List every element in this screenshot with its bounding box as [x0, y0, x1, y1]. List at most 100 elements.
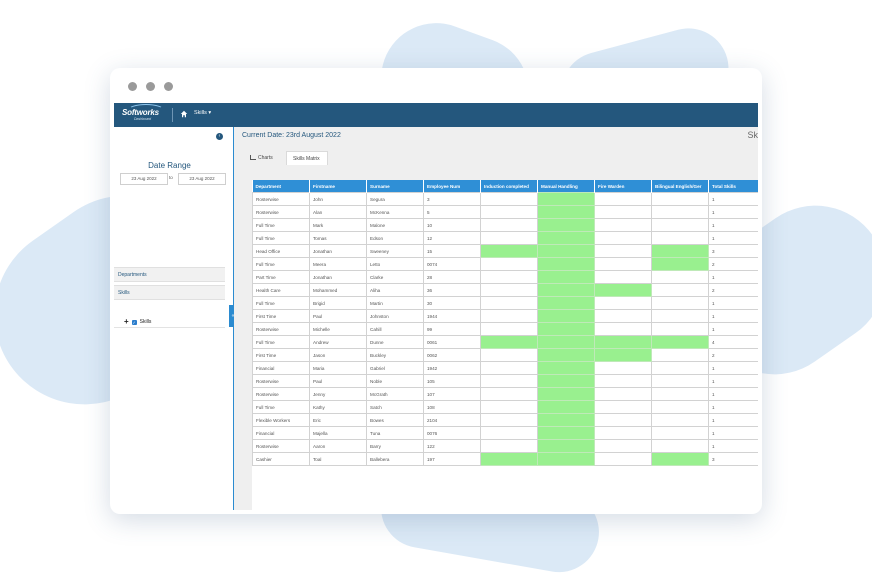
skill-cell-empty[interactable]: [594, 413, 652, 427]
skill-cell-completed[interactable]: [537, 426, 595, 440]
skill-cell-completed[interactable]: [651, 257, 709, 271]
table-row[interactable]: Rosterwise John Segura 3 1: [252, 192, 758, 206]
skill-cell-completed[interactable]: [537, 283, 595, 297]
skill-cell-empty[interactable]: [651, 439, 709, 453]
skill-cell-empty[interactable]: [594, 426, 652, 440]
skills-nav-dropdown[interactable]: Skills ▾: [194, 110, 212, 116]
skill-cell-empty[interactable]: [594, 270, 652, 284]
skill-cell-completed[interactable]: [651, 452, 709, 466]
table-row[interactable]: Rosterwise Aaron Barry 122 1: [252, 439, 758, 453]
skill-cell-empty[interactable]: [480, 361, 538, 375]
skills-tree-item[interactable]: + ✓ Skills: [124, 317, 151, 326]
skill-cell-empty[interactable]: [651, 413, 709, 427]
skill-cell-empty[interactable]: [651, 400, 709, 414]
tab-skills-matrix[interactable]: Skills Matrix: [286, 151, 328, 165]
skill-cell-completed[interactable]: [594, 283, 652, 297]
skill-cell-completed[interactable]: [537, 218, 595, 232]
table-row[interactable]: Full Time Meera Letto 0074 2: [252, 257, 758, 271]
skill-cell-empty[interactable]: [651, 361, 709, 375]
window-dot[interactable]: [128, 82, 137, 91]
skill-cell-completed[interactable]: [537, 335, 595, 349]
skill-cell-completed[interactable]: [537, 296, 595, 310]
skill-cell-empty[interactable]: [480, 270, 538, 284]
skill-cell-completed[interactable]: [537, 309, 595, 323]
skill-cell-empty[interactable]: [594, 309, 652, 323]
table-row[interactable]: Part Time Jonathan Clarke 28 1: [252, 270, 758, 284]
date-from-input[interactable]: 23 Aug 2022: [120, 173, 168, 185]
table-row[interactable]: Rosterwise Michelle Cahill 99 1: [252, 322, 758, 336]
skill-cell-completed[interactable]: [537, 452, 595, 466]
skill-cell-empty[interactable]: [651, 374, 709, 388]
skills-accordion[interactable]: Skills: [114, 285, 225, 300]
skill-cell-empty[interactable]: [480, 322, 538, 336]
skill-cell-completed[interactable]: [480, 335, 538, 349]
skill-cell-empty[interactable]: [651, 205, 709, 219]
column-header[interactable]: Surname: [366, 180, 424, 193]
skill-cell-empty[interactable]: [480, 400, 538, 414]
column-header[interactable]: Induction completed: [480, 180, 538, 193]
skill-cell-empty[interactable]: [651, 309, 709, 323]
skill-cell-empty[interactable]: [651, 296, 709, 310]
skill-cell-empty[interactable]: [480, 309, 538, 323]
skill-cell-completed[interactable]: [537, 244, 595, 258]
skill-cell-completed[interactable]: [537, 413, 595, 427]
skill-cell-completed[interactable]: [537, 439, 595, 453]
skill-cell-empty[interactable]: [651, 426, 709, 440]
skill-cell-empty[interactable]: [480, 387, 538, 401]
expand-plus-icon[interactable]: +: [124, 317, 129, 326]
table-row[interactable]: Full Time Tomas Edson 12 1: [252, 231, 758, 245]
skill-cell-completed[interactable]: [537, 192, 595, 206]
skill-cell-empty[interactable]: [594, 361, 652, 375]
skill-cell-empty[interactable]: [480, 192, 538, 206]
skill-cell-empty[interactable]: [480, 374, 538, 388]
skill-cell-empty[interactable]: [594, 205, 652, 219]
home-icon[interactable]: [180, 110, 188, 118]
skill-cell-completed[interactable]: [537, 400, 595, 414]
table-row[interactable]: Rosterwise Alan McKenna 5 1: [252, 205, 758, 219]
skill-cell-completed[interactable]: [594, 348, 652, 362]
skill-cell-empty[interactable]: [651, 322, 709, 336]
skill-cell-empty[interactable]: [594, 387, 652, 401]
skill-cell-completed[interactable]: [537, 270, 595, 284]
skill-cell-empty[interactable]: [480, 218, 538, 232]
window-dot[interactable]: [146, 82, 155, 91]
table-row[interactable]: Rosterwise Jenny McGrath 107 1: [252, 387, 758, 401]
column-header[interactable]: Employee Num: [423, 180, 481, 193]
table-row[interactable]: Flexible Workers Eric Bowes 2104 1: [252, 413, 758, 427]
column-header[interactable]: Firstname: [309, 180, 367, 193]
window-dot[interactable]: [164, 82, 173, 91]
skill-cell-completed[interactable]: [537, 322, 595, 336]
tab-charts[interactable]: Charts: [244, 151, 280, 165]
column-header[interactable]: Manual Handling: [537, 180, 595, 193]
table-row[interactable]: Full Time Kathy Satch 108 1: [252, 400, 758, 414]
skill-cell-empty[interactable]: [480, 283, 538, 297]
table-row[interactable]: Health Care Mohammed Aliha 36 2: [252, 283, 758, 297]
skill-cell-completed[interactable]: [537, 374, 595, 388]
skill-cell-empty[interactable]: [651, 348, 709, 362]
table-row[interactable]: Full Time Mark Malone 10 1: [252, 218, 758, 232]
skill-cell-empty[interactable]: [651, 192, 709, 206]
skill-cell-empty[interactable]: [594, 400, 652, 414]
skill-cell-empty[interactable]: [480, 439, 538, 453]
skill-cell-completed[interactable]: [537, 348, 595, 362]
skill-cell-empty[interactable]: [594, 192, 652, 206]
skill-cell-empty[interactable]: [480, 413, 538, 427]
column-header[interactable]: Bilingual English/Ger: [651, 180, 709, 193]
softworks-logo[interactable]: Softworks Dashboard: [122, 104, 168, 123]
column-header[interactable]: Total Skills: [708, 180, 758, 193]
skill-cell-empty[interactable]: [594, 244, 652, 258]
skill-cell-empty[interactable]: [594, 257, 652, 271]
skill-cell-completed[interactable]: [537, 205, 595, 219]
skill-cell-completed[interactable]: [537, 231, 595, 245]
skill-cell-empty[interactable]: [651, 283, 709, 297]
skill-cell-empty[interactable]: [651, 270, 709, 284]
skill-cell-completed[interactable]: [651, 335, 709, 349]
table-row[interactable]: Cashier Toal Ballebera 197 3: [252, 452, 758, 466]
skill-cell-empty[interactable]: [594, 452, 652, 466]
skill-cell-completed[interactable]: [537, 257, 595, 271]
departments-accordion[interactable]: Departments: [114, 267, 225, 282]
skill-cell-empty[interactable]: [480, 296, 538, 310]
skill-cell-empty[interactable]: [651, 231, 709, 245]
skill-cell-empty[interactable]: [480, 426, 538, 440]
skill-cell-completed[interactable]: [480, 452, 538, 466]
